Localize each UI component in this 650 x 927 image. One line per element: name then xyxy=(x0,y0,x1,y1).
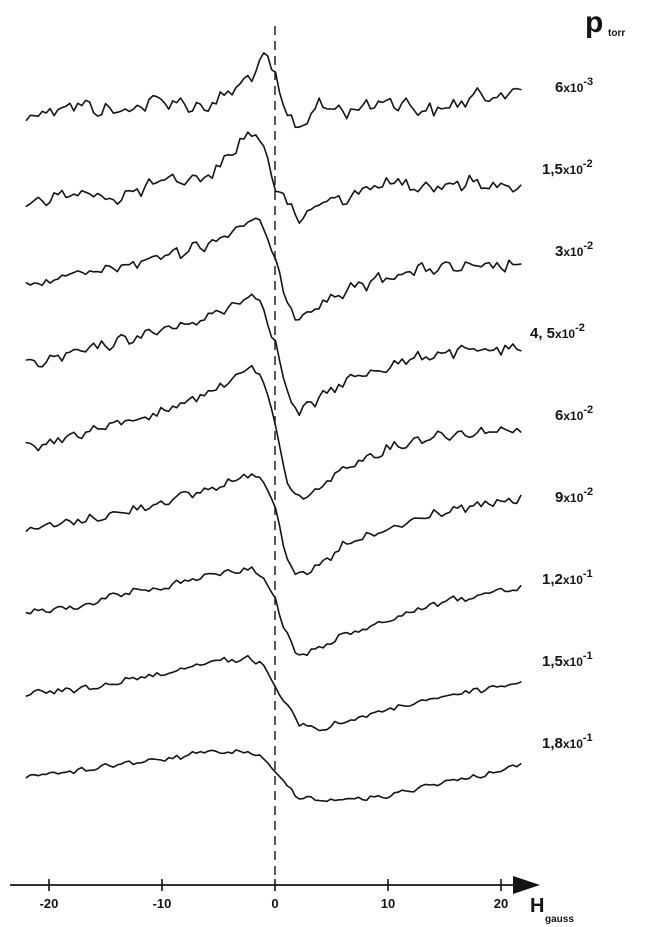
spectrum-traces xyxy=(25,52,522,803)
spectrum-trace xyxy=(25,217,522,321)
spectrum-trace xyxy=(25,293,522,417)
spectrum-trace xyxy=(25,654,522,732)
spectrum-trace xyxy=(25,749,522,803)
pressure-label: 6x10-2 xyxy=(555,404,593,424)
pressure-label: 3x10-2 xyxy=(555,240,593,260)
pressure-label: 4, 5x10-2 xyxy=(530,322,585,342)
x-axis-ticks: -20 -10 0 10 20 xyxy=(40,879,508,911)
y-axis-label-unit: torr xyxy=(608,28,625,39)
y-axis-label-symbol: p xyxy=(585,6,603,39)
x-axis-arrowhead xyxy=(513,876,540,894)
pressure-label: 1,2x10-1 xyxy=(542,568,593,588)
x-axis-label-symbol: H xyxy=(530,895,544,917)
spectrum-trace xyxy=(25,364,522,500)
x-tick-label: 20 xyxy=(494,896,508,911)
pressure-label: 9x10-2 xyxy=(555,486,593,506)
pressure-labels: 6x10-3 1,5x10-2 3x10-2 4, 5x10-2 6x10-2 9x10-… xyxy=(530,76,593,752)
x-tick-label: 10 xyxy=(381,896,395,911)
spectrum-trace xyxy=(25,566,522,656)
x-tick-label: -10 xyxy=(153,896,172,911)
pressure-label: 1,5x10-2 xyxy=(542,158,593,178)
x-tick-label: -20 xyxy=(40,896,59,911)
x-tick-label: 0 xyxy=(271,896,278,911)
pressure-label: 6x10-3 xyxy=(555,76,593,96)
y-axis-label: p torr xyxy=(585,6,625,39)
spectrum-trace xyxy=(25,473,522,576)
x-axis: -20 -10 0 10 20 H gauss xyxy=(10,876,574,925)
pressure-label: 1,5x10-1 xyxy=(542,650,593,670)
spectrum-trace xyxy=(25,52,522,129)
x-axis-label-unit: gauss xyxy=(545,914,574,925)
spectrum-trace xyxy=(25,131,522,224)
pressure-label: 1,8x10-1 xyxy=(542,732,593,752)
